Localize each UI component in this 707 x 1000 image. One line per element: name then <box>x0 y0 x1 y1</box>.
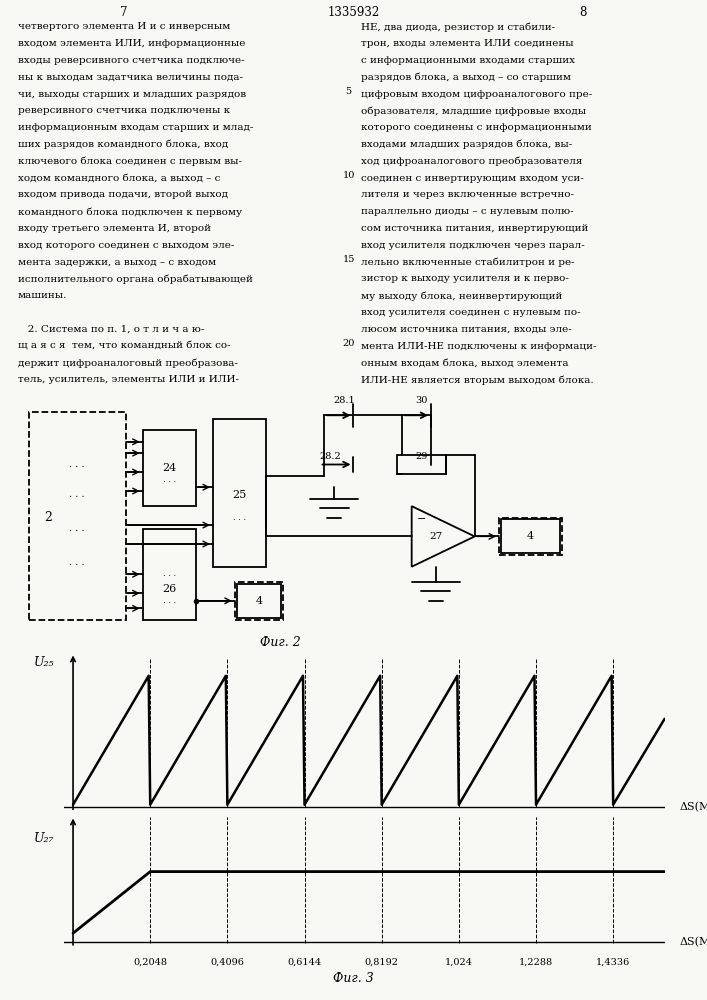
Bar <box>29 412 126 620</box>
Text: трон, входы элемента ИЛИ соединены: трон, входы элемента ИЛИ соединены <box>361 39 573 48</box>
Text: информационным входам старших и млад-: информационным входам старших и млад- <box>18 123 253 132</box>
Text: входы реверсивного счетчика подключе-: входы реверсивного счетчика подключе- <box>18 56 245 65</box>
Text: вход усилителя соединен с нулевым по-: вход усилителя соединен с нулевым по- <box>361 308 580 317</box>
Text: 25: 25 <box>233 490 247 500</box>
Text: зистор к выходу усилителя и к перво-: зистор к выходу усилителя и к перво- <box>361 274 568 283</box>
Text: исполнительного органа обрабатывающей: исполнительного органа обрабатывающей <box>18 274 252 284</box>
Text: лельно включенные стабилитрон и ре-: лельно включенные стабилитрон и ре- <box>361 258 574 267</box>
Bar <box>397 455 445 474</box>
Text: мента задержки, а выход – с входом: мента задержки, а выход – с входом <box>18 258 216 267</box>
Text: 10: 10 <box>342 171 355 180</box>
Text: входом привода подачи, второй выход: входом привода подачи, второй выход <box>18 190 228 199</box>
Text: 29: 29 <box>415 452 428 461</box>
Text: 5: 5 <box>346 87 351 96</box>
Text: . . .: . . . <box>233 514 246 522</box>
Text: 1335932: 1335932 <box>327 6 380 19</box>
Text: держит цифроаналоговый преобразова-: держит цифроаналоговый преобразова- <box>18 358 238 368</box>
Bar <box>501 519 559 553</box>
Text: 28.2: 28.2 <box>320 452 341 461</box>
Text: . . .: . . . <box>69 490 85 499</box>
Text: чи, выходы старших и младших разрядов: чи, выходы старших и младших разрядов <box>18 90 246 99</box>
Text: командного блока подключен к первому: командного блока подключен к первому <box>18 207 242 217</box>
Text: 26: 26 <box>162 584 177 594</box>
Text: 4: 4 <box>527 531 534 541</box>
Text: щ а я с я  тем, что командный блок со-: щ а я с я тем, что командный блок со- <box>18 342 230 351</box>
Text: образователя, младшие цифровые входы: образователя, младшие цифровые входы <box>361 106 585 116</box>
Text: Фиг. 2: Фиг. 2 <box>260 636 301 649</box>
Text: цифровым входом цифроаналогового пре-: цифровым входом цифроаналогового пре- <box>361 90 592 99</box>
Text: 20: 20 <box>342 339 355 348</box>
Text: . . .: . . . <box>69 460 85 469</box>
Text: входами младших разрядов блока, вы-: входами младших разрядов блока, вы- <box>361 140 572 149</box>
Text: ИЛИ-НЕ является вторым выходом блока.: ИЛИ-НЕ является вторым выходом блока. <box>361 375 593 385</box>
Text: машины.: машины. <box>18 291 67 300</box>
Text: входом элемента ИЛИ, информационные: входом элемента ИЛИ, информационные <box>18 39 245 48</box>
Text: ΔS(M): ΔS(M) <box>679 802 707 812</box>
Text: U₂₅: U₂₅ <box>34 656 54 669</box>
Text: 2. Система по п. 1, о т л и ч а ю-: 2. Система по п. 1, о т л и ч а ю- <box>18 325 204 334</box>
Text: тель, усилитель, элементы ИЛИ и ИЛИ-: тель, усилитель, элементы ИЛИ и ИЛИ- <box>18 375 239 384</box>
Text: ход цифроаналогового преобразователя: ход цифроаналогового преобразователя <box>361 157 582 166</box>
Text: разрядов блока, а выход – со старшим: разрядов блока, а выход – со старшим <box>361 73 571 82</box>
Text: с информационными входами старших: с информационными входами старших <box>361 56 575 65</box>
Text: U₂₇: U₂₇ <box>34 832 54 844</box>
Text: . . .: . . . <box>163 597 176 605</box>
Text: Фиг. 3: Фиг. 3 <box>333 972 374 985</box>
Bar <box>235 582 284 620</box>
Text: му выходу блока, неинвертирующий: му выходу блока, неинвертирующий <box>361 291 562 301</box>
Text: ΔS(M): ΔS(M) <box>679 937 707 947</box>
Text: люсом источника питания, входы эле-: люсом источника питания, входы эле- <box>361 325 571 334</box>
Bar <box>237 584 281 618</box>
Bar <box>143 430 196 506</box>
Bar <box>213 419 267 567</box>
Text: онным входам блока, выход элемента: онным входам блока, выход элемента <box>361 358 568 367</box>
Text: вход которого соединен с выходом эле-: вход которого соединен с выходом эле- <box>18 241 234 250</box>
Text: 27: 27 <box>429 532 443 541</box>
Text: ключевого блока соединен с первым вы-: ключевого блока соединен с первым вы- <box>18 157 242 166</box>
Text: параллельно диоды – с нулевым полю-: параллельно диоды – с нулевым полю- <box>361 207 573 216</box>
Text: . . .: . . . <box>69 558 85 567</box>
Text: 1,2288: 1,2288 <box>519 958 553 967</box>
Text: 1,024: 1,024 <box>445 958 473 967</box>
Text: 0,6144: 0,6144 <box>288 958 322 967</box>
Text: которого соединены с информационными: которого соединены с информационными <box>361 123 591 132</box>
Text: 0,2048: 0,2048 <box>133 958 168 967</box>
Text: −: − <box>416 514 426 524</box>
Text: 1,4336: 1,4336 <box>596 958 631 967</box>
Text: 15: 15 <box>342 255 355 264</box>
Text: 0,8192: 0,8192 <box>365 958 399 967</box>
Text: . . .: . . . <box>69 524 85 533</box>
Text: вход усилителя подключен через парал-: вход усилителя подключен через парал- <box>361 241 584 250</box>
Text: 28.1: 28.1 <box>333 396 355 405</box>
Text: 24: 24 <box>162 463 177 473</box>
Text: 0,4096: 0,4096 <box>211 958 245 967</box>
Text: четвертого элемента И и с инверсным: четвертого элемента И и с инверсным <box>18 22 230 31</box>
Text: НЕ, два диода, резистор и стабили-: НЕ, два диода, резистор и стабили- <box>361 22 555 32</box>
Text: 7: 7 <box>120 6 127 19</box>
Text: 2: 2 <box>44 511 52 524</box>
Text: ны к выходам задатчика величины пода-: ны к выходам задатчика величины пода- <box>18 73 243 82</box>
Text: реверсивного счетчика подключены к: реверсивного счетчика подключены к <box>18 106 230 115</box>
Text: . . .: . . . <box>163 476 176 484</box>
Text: ших разрядов командного блока, вход: ших разрядов командного блока, вход <box>18 140 228 149</box>
Text: входу третьего элемента И, второй: входу третьего элемента И, второй <box>18 224 211 233</box>
Text: мента ИЛИ-НЕ подключены к информаци-: мента ИЛИ-НЕ подключены к информаци- <box>361 342 596 351</box>
Text: . . .: . . . <box>163 570 176 578</box>
Text: 30: 30 <box>415 396 428 405</box>
Text: 8: 8 <box>580 6 587 19</box>
Text: сом источника питания, инвертирующий: сом источника питания, инвертирующий <box>361 224 588 233</box>
Text: 4: 4 <box>255 596 262 606</box>
Text: ходом командного блока, а выход – с: ходом командного блока, а выход – с <box>18 174 220 183</box>
Bar <box>499 518 562 555</box>
Text: соединен с инвертирующим входом уси-: соединен с инвертирующим входом уси- <box>361 174 583 183</box>
Text: лителя и через включенные встречно-: лителя и через включенные встречно- <box>361 190 573 199</box>
Bar <box>143 529 196 620</box>
